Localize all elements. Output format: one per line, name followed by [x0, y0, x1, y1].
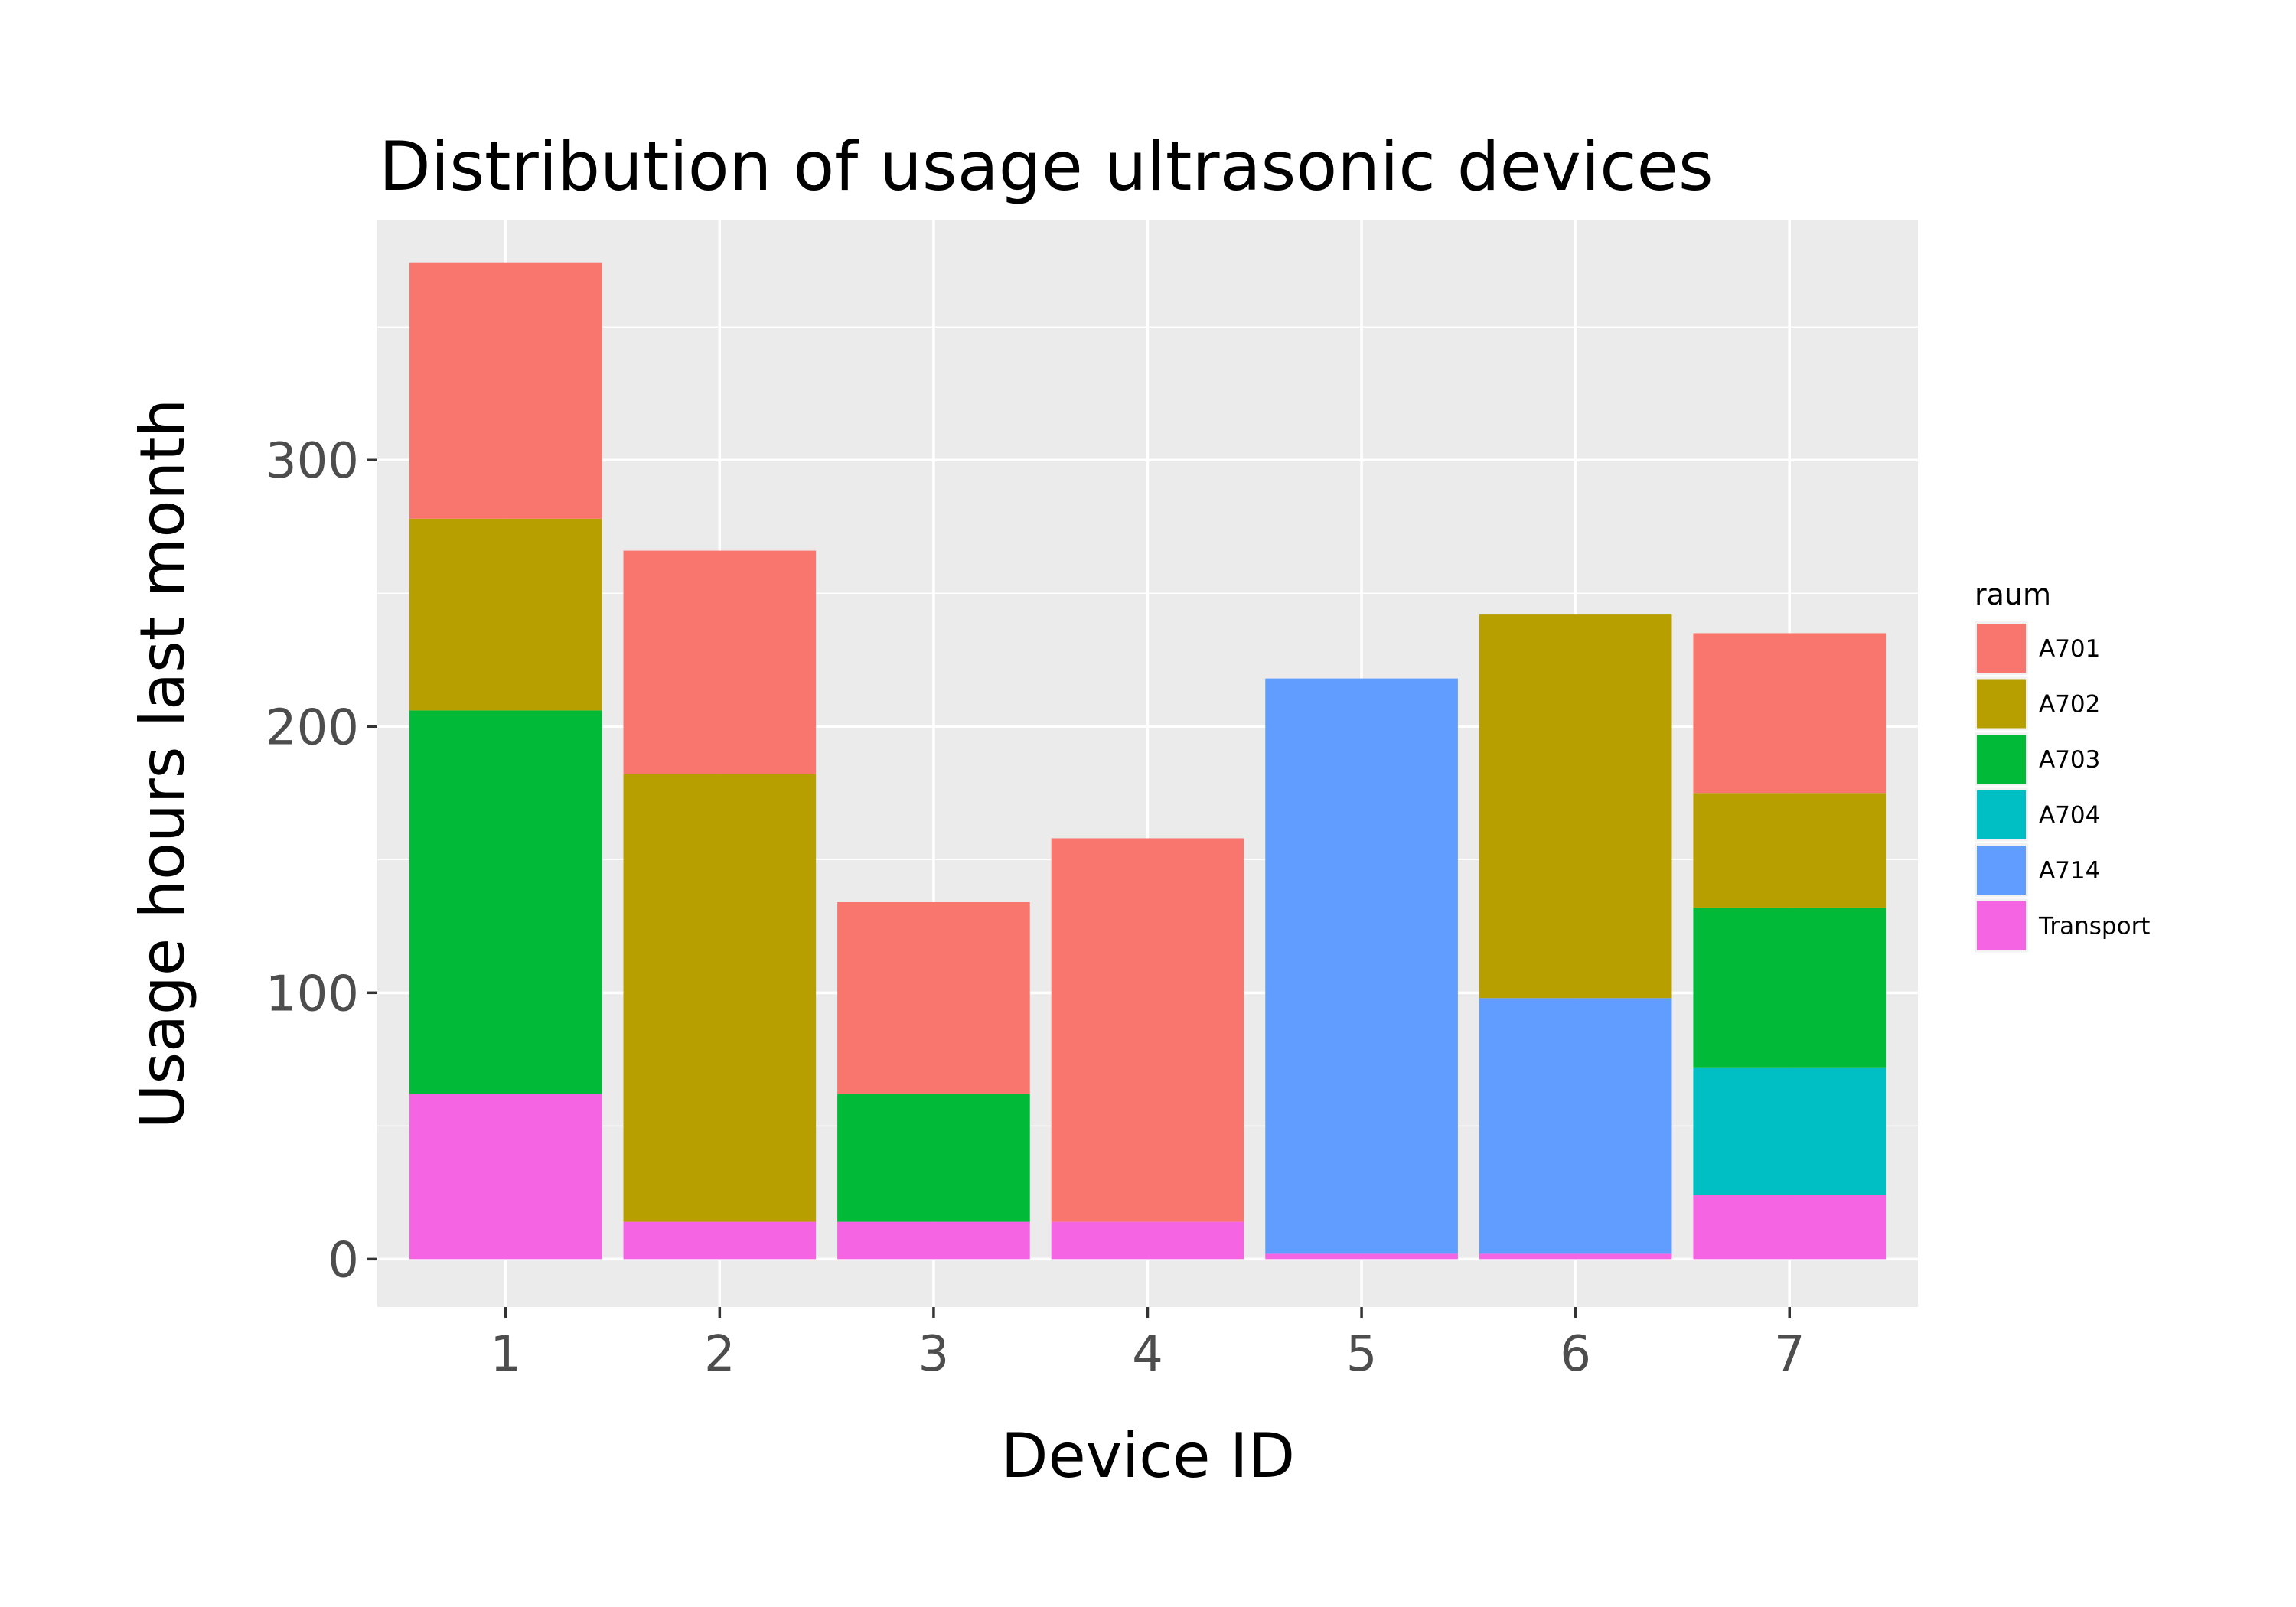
x-tick-label: 4: [1132, 1326, 1163, 1383]
y-tick-label: 100: [266, 966, 359, 1022]
legend-swatch: [1977, 679, 2026, 729]
x-tick-label: 2: [704, 1326, 735, 1383]
y-tick-label: 200: [266, 699, 359, 756]
bar-segment: [1693, 793, 1887, 908]
x-tick-label: 6: [1560, 1326, 1591, 1383]
y-tick-label: 0: [328, 1232, 359, 1289]
legend-label: A702: [2039, 691, 2100, 719]
bar-segment: [1693, 633, 1887, 794]
bars: [409, 262, 1887, 1260]
bar-segment: [409, 1094, 602, 1260]
chart-title: Distribution of usage ultrasonic devices: [379, 127, 1714, 206]
bar-segment: [837, 901, 1030, 1094]
x-tick-label: 5: [1346, 1326, 1378, 1383]
bar-segment: [409, 262, 602, 519]
bar-segment: [1051, 838, 1244, 1222]
bar-segment: [623, 550, 817, 774]
bar-segment: [837, 1221, 1030, 1260]
bar-segment: [1479, 998, 1672, 1254]
bar-segment: [1265, 678, 1458, 1254]
bar-segment: [1479, 1253, 1672, 1260]
legend-swatch: [1977, 790, 2026, 839]
legend-label: Transport: [2038, 913, 2150, 940]
bar-segment: [409, 518, 602, 711]
legend-label: A703: [2039, 746, 2100, 774]
legend-title: raum: [1975, 578, 2051, 611]
bar-segment: [623, 774, 817, 1222]
x-tick-label: 3: [918, 1326, 950, 1383]
x-axis-title: Device ID: [1001, 1420, 1295, 1491]
legend-swatch: [1977, 846, 2026, 895]
x-tick-label: 1: [490, 1326, 521, 1383]
legend-label: A714: [2039, 857, 2100, 885]
y-tick-label: 300: [266, 433, 359, 490]
bar-segment: [409, 710, 602, 1094]
bar-segment: [623, 1221, 817, 1260]
legend-label: A701: [2039, 635, 2100, 663]
bar-segment: [1693, 907, 1887, 1068]
bar-segment: [837, 1094, 1030, 1222]
x-axis: 1 2 3 4 5 6 7: [490, 1307, 1805, 1383]
bar-segment: [1265, 1253, 1458, 1260]
y-axis: 0 100 200 300: [266, 433, 377, 1289]
bar-segment: [1479, 614, 1672, 999]
legend-swatch: [1977, 901, 2026, 950]
x-tick-label: 7: [1774, 1326, 1805, 1383]
legend-swatch: [1977, 624, 2026, 673]
legend: raum A701 A702 A703 A704 A714 Transport: [1975, 578, 2150, 953]
bar-segment: [1693, 1067, 1887, 1195]
bar-segment: [1051, 1221, 1244, 1260]
y-axis-title: Usage hours last month: [127, 399, 198, 1129]
legend-swatch: [1977, 735, 2026, 784]
legend-label: A704: [2039, 802, 2100, 830]
bar-segment: [1693, 1195, 1887, 1260]
